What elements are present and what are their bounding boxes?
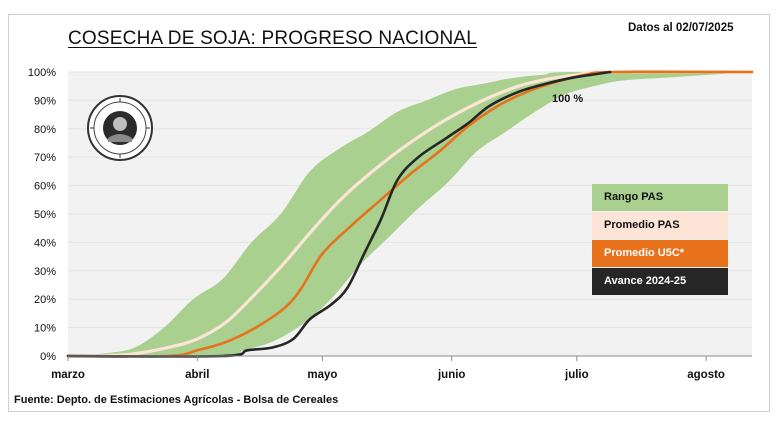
series-lines [66, 70, 754, 358]
x-tick-label: mayo [307, 369, 337, 381]
y-tick-label: 60% [34, 181, 56, 193]
data-date-label: Datos al 02/07/2025 [628, 22, 734, 34]
y-tick-label: 0% [40, 351, 56, 363]
y-tick-label: 70% [34, 152, 56, 164]
rango-pas-band [68, 71, 752, 357]
legend-promedio-pas: Promedio PAS [592, 212, 728, 239]
legend-rango-pas: Rango PAS [592, 184, 728, 211]
x-tick-label: abril [185, 369, 209, 381]
y-tick-label: 50% [34, 209, 56, 221]
x-tick-label: julio [564, 369, 589, 381]
x-axis: marzo abril mayo junio julio agosto [51, 355, 752, 381]
source-note: Fuente: Depto. de Estimaciones Agrícolas… [14, 394, 339, 406]
annotation-100: 100 % [552, 93, 583, 105]
promedio-pas-line [66, 70, 754, 358]
bolsa-de-cereales-seal-icon [86, 94, 154, 162]
legend-avance-2024-25: Avance 2024-25 [592, 268, 728, 295]
rango-pas-area [68, 71, 752, 357]
y-tick-label: 30% [34, 266, 56, 278]
y-tick-label: 100% [28, 67, 56, 79]
y-tick-label: 20% [34, 294, 56, 306]
y-tick-label: 10% [34, 323, 56, 335]
y-tick-label: 80% [34, 124, 56, 136]
x-tick-label: junio [437, 369, 465, 381]
y-tick-label: 40% [34, 237, 56, 249]
y-axis: 0% 10% 20% 30% 40% 50% 60% 70% 80% 90% 100% [28, 67, 56, 363]
y-tick-label: 90% [34, 95, 56, 107]
chart-title: COSECHA DE SOJA: PROGRESO NACIONAL [68, 28, 478, 49]
x-tick-label: agosto [687, 369, 725, 381]
x-tick-label: marzo [51, 369, 85, 381]
legend-promedio-u5c: Promedio U5C* [592, 240, 728, 267]
avance-2024-25-line [66, 70, 612, 358]
